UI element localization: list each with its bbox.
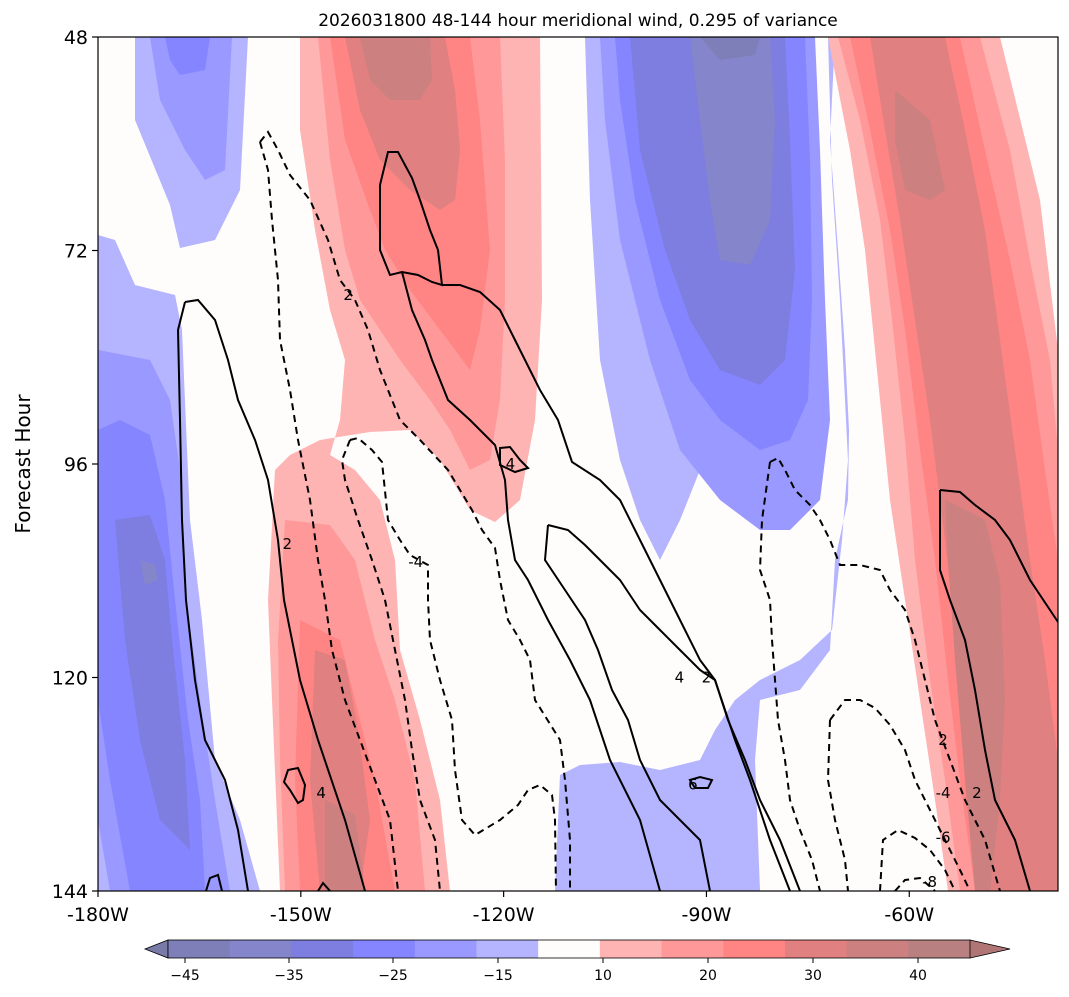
shading-positive-south [278,520,425,891]
contour-label: 2 [938,731,948,749]
contour-positive-1 [184,298,366,891]
contour-positive-10 [688,775,714,789]
colorbar-swatch [229,940,292,958]
colorbar-swatch [353,940,416,958]
contour-lines-dashed [259,130,1001,891]
y-tick-label: 144 [52,881,88,903]
contour-label: 2 [343,286,353,304]
x-axis: -180W -150W -120W -90W -60W [67,891,934,926]
contour-negative-4 [340,439,441,891]
contour-label: -4 [408,553,423,571]
x-tick-label: -120W [473,904,535,926]
contour-negative-1 [259,130,571,891]
contour-negative-9 [879,828,956,891]
colorbar-swatch [661,940,724,958]
colorbar-tick-label: 40 [909,968,927,984]
contour-label: 6 [688,775,698,793]
colorbar-tick-label: −45 [170,968,200,984]
contour-label: -4 [936,784,951,802]
contour-positive-14 [317,881,331,891]
y-tick-label: 96 [64,454,88,476]
colorbar-tick-label: 30 [804,968,822,984]
contour-positive-2 [176,301,249,891]
colorbar-extend-min [143,939,169,959]
x-tick-label: -180W [67,904,129,926]
contour-label: 2 [283,535,293,553]
x-tick-label: -150W [270,904,332,926]
contour-positive-9 [282,766,307,805]
contour-label: 2 [972,784,982,802]
colorbar-tick-label: −35 [274,968,304,984]
contour-negative-5 [769,456,1001,891]
shading-negative-west [98,37,260,891]
shading-positive-east [828,37,1058,891]
contour-positive-8 [499,445,530,474]
colorbar-swatch [723,940,786,958]
colorbar-swatch [908,940,971,958]
contour-positive-4 [442,284,791,891]
contour-negative-6 [758,461,821,891]
contour-positive-3 [379,151,444,287]
contour-label: -8 [922,873,937,891]
colorbar-tick-label: 20 [699,968,717,984]
contour-label: 4 [316,784,326,802]
contour-positive-13 [205,873,223,891]
contour-positive-7 [543,524,711,891]
x-tick-label: -60W [884,904,934,926]
contour-label: 2 [702,669,712,687]
colorbar-swatch [784,940,848,958]
contour-positive-6 [547,524,801,891]
contour-positive-5 [401,271,661,891]
contour-negative-3 [349,436,557,891]
colorbar: −45 −35 −25 −15 10 20 30 40 [143,939,1011,984]
y-axis: 48 72 96 120 144 [52,27,98,903]
colorbar-swatch [599,940,663,958]
contour-label: -6 [936,829,951,847]
contour-positive-11 [939,489,1058,623]
y-tick-label: 120 [52,668,88,690]
colorbar-tick-label: 10 [594,968,612,984]
contour-negative-7 [829,699,971,891]
contour-lines [176,151,1058,891]
colorbar-frame [167,939,971,959]
colorbar-extend-max [969,939,1011,959]
contour-positive-12 [939,490,1031,891]
contour-label: 4 [675,669,685,687]
colorbar-swatch [846,940,909,958]
colorbar-swatch [476,940,539,958]
colorbar-swatch [414,940,477,958]
contour-negative-2 [259,141,399,891]
colorbar-tick-label: −25 [378,968,408,984]
chart-title: 2026031800 48-144 hour meridional wind, … [318,11,838,31]
colorbar-swatch [168,940,231,958]
contour-negative-8 [826,719,849,891]
contour-negative-10 [894,876,936,891]
colorbar-tick-label: −15 [483,968,513,984]
contour-label: 4 [506,455,516,473]
colorbar-swatch [538,940,601,958]
x-tick-label: -90W [682,904,732,926]
colorbar-swatch [291,940,354,958]
y-axis-title: Forecast Hour [11,394,35,534]
y-tick-label: 72 [64,241,88,263]
y-tick-label: 48 [64,27,88,49]
